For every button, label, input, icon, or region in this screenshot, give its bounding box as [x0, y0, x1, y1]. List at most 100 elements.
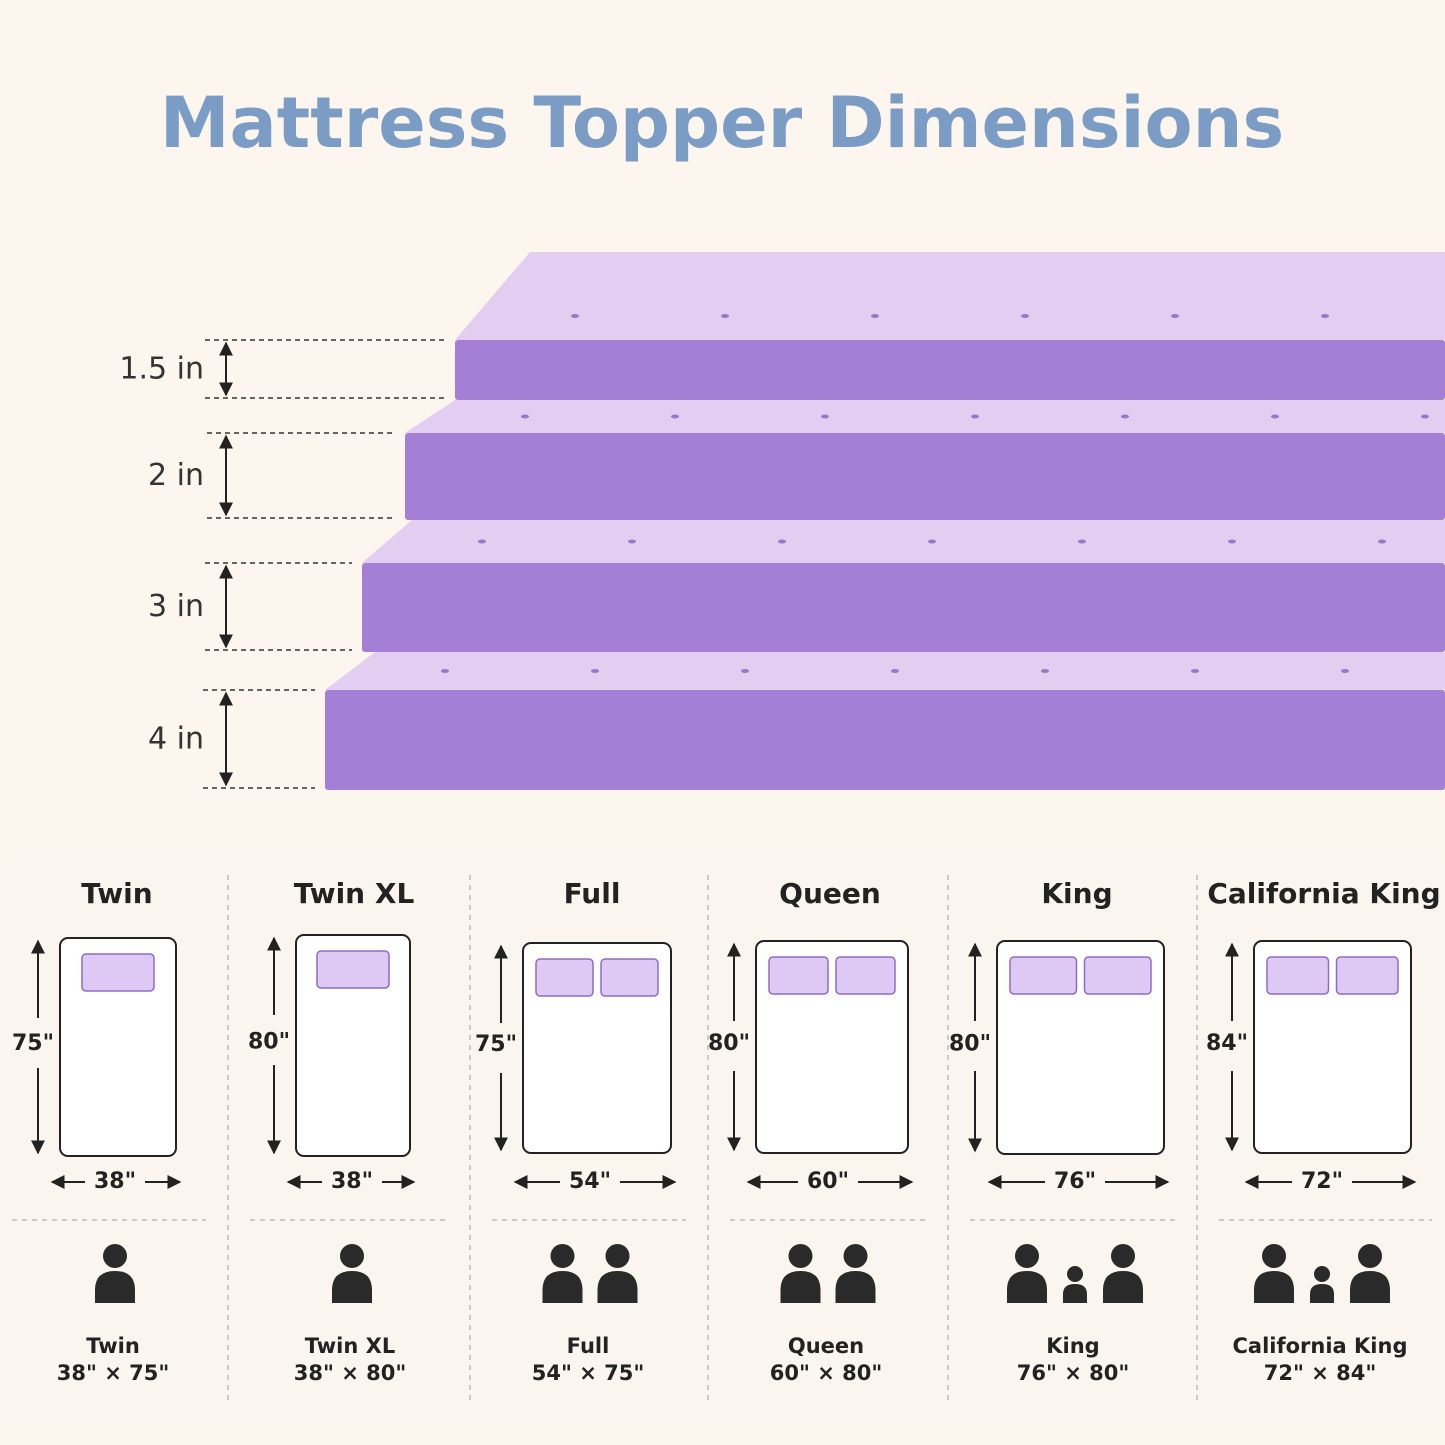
vent-hole [591, 669, 599, 673]
vent-hole [1321, 314, 1329, 318]
vent-hole [1021, 314, 1029, 318]
slab-top [325, 652, 1445, 690]
caption-name: Queen [788, 1334, 864, 1358]
vent-hole [671, 414, 679, 419]
vent-hole [1421, 414, 1429, 419]
person-head [1358, 1244, 1382, 1268]
length-label: 75" [475, 1032, 517, 1057]
thickness-label: 3 in [148, 589, 204, 624]
width-label: 38" [94, 1169, 136, 1194]
pillow [768, 956, 829, 995]
width-label: 54" [569, 1169, 611, 1194]
caption-name: Twin [86, 1334, 140, 1358]
person-body [1103, 1271, 1143, 1303]
pillow [600, 958, 659, 997]
vent-hole [628, 539, 636, 544]
pillow [81, 953, 155, 992]
title: Mattress Topper Dimensions [160, 82, 1284, 164]
vent-hole [721, 314, 729, 318]
size-name: Full [564, 877, 621, 910]
person-head [1111, 1244, 1135, 1268]
bed-outline [59, 937, 177, 1157]
vent-hole [1191, 669, 1199, 673]
caption-name: California King [1233, 1334, 1408, 1358]
person-body [1254, 1271, 1294, 1303]
person-head [788, 1244, 813, 1268]
thickness-label: 4 in [148, 722, 204, 757]
caption-name: Twin XL [305, 1334, 395, 1358]
person-head [605, 1244, 630, 1268]
person-body [780, 1271, 821, 1303]
vent-hole [778, 539, 786, 544]
vent-hole [441, 669, 449, 673]
caption-name: Full [567, 1334, 610, 1358]
vent-hole [1171, 314, 1179, 318]
person-head [103, 1244, 127, 1268]
pillow [1266, 956, 1330, 995]
slab-front [325, 690, 1445, 790]
child-body [1063, 1284, 1087, 1303]
vent-hole [521, 414, 529, 419]
size-name: Twin XL [294, 877, 415, 910]
size-name: Twin [81, 877, 152, 910]
width-label: 38" [331, 1169, 373, 1194]
thickness-label: 1.5 in [119, 352, 204, 387]
caption-dimensions: 54" × 75" [532, 1361, 645, 1385]
pillow [1083, 956, 1152, 995]
child-body [1310, 1284, 1334, 1303]
vent-hole [478, 539, 486, 544]
length-label: 80" [708, 1031, 750, 1056]
pillow [535, 958, 594, 997]
vent-hole [1121, 414, 1129, 419]
person-body [542, 1271, 583, 1303]
vent-hole [971, 414, 979, 419]
pillow [316, 950, 390, 989]
vent-hole [741, 669, 749, 673]
child-head [1067, 1266, 1083, 1282]
caption-dimensions: 38" × 75" [57, 1361, 170, 1385]
vent-hole [571, 314, 579, 318]
length-label: 84" [1206, 1031, 1248, 1056]
vent-hole [1378, 539, 1386, 544]
person-head [550, 1244, 575, 1268]
slab-top [362, 520, 1445, 563]
slab-front [405, 433, 1445, 520]
width-label: 72" [1301, 1169, 1343, 1194]
slab-front [362, 563, 1445, 652]
vent-hole [928, 539, 936, 544]
vent-hole [891, 669, 899, 673]
pillow [1335, 956, 1399, 995]
width-label: 60" [807, 1169, 849, 1194]
slab-top [405, 400, 1445, 433]
caption-dimensions: 76" × 80" [1017, 1361, 1130, 1385]
vent-hole [1078, 539, 1086, 544]
person-body [332, 1271, 372, 1303]
child-head [1314, 1266, 1330, 1282]
person-head [843, 1244, 868, 1268]
slab-front [455, 340, 1445, 400]
pillow [835, 956, 896, 995]
vent-hole [821, 414, 829, 419]
person-body [95, 1271, 135, 1303]
person-head [340, 1244, 364, 1268]
caption-dimensions: 72" × 84" [1264, 1361, 1377, 1385]
length-label: 80" [248, 1030, 290, 1055]
person-head [1262, 1244, 1286, 1268]
size-name: King [1041, 877, 1112, 910]
caption-dimensions: 60" × 80" [770, 1361, 883, 1385]
caption-name: King [1046, 1334, 1099, 1358]
length-label: 75" [12, 1031, 54, 1056]
length-label: 80" [949, 1032, 991, 1057]
person-body [835, 1271, 876, 1303]
vent-hole [871, 314, 879, 318]
person-head [1015, 1244, 1039, 1268]
size-name: California King [1207, 877, 1440, 910]
vent-hole [1228, 539, 1236, 544]
bed-outline [295, 934, 411, 1157]
width-label: 76" [1054, 1169, 1096, 1194]
caption-dimensions: 38" × 80" [294, 1361, 407, 1385]
size-name: Queen [779, 877, 881, 910]
vent-hole [1271, 414, 1279, 419]
pillow [1009, 956, 1078, 995]
